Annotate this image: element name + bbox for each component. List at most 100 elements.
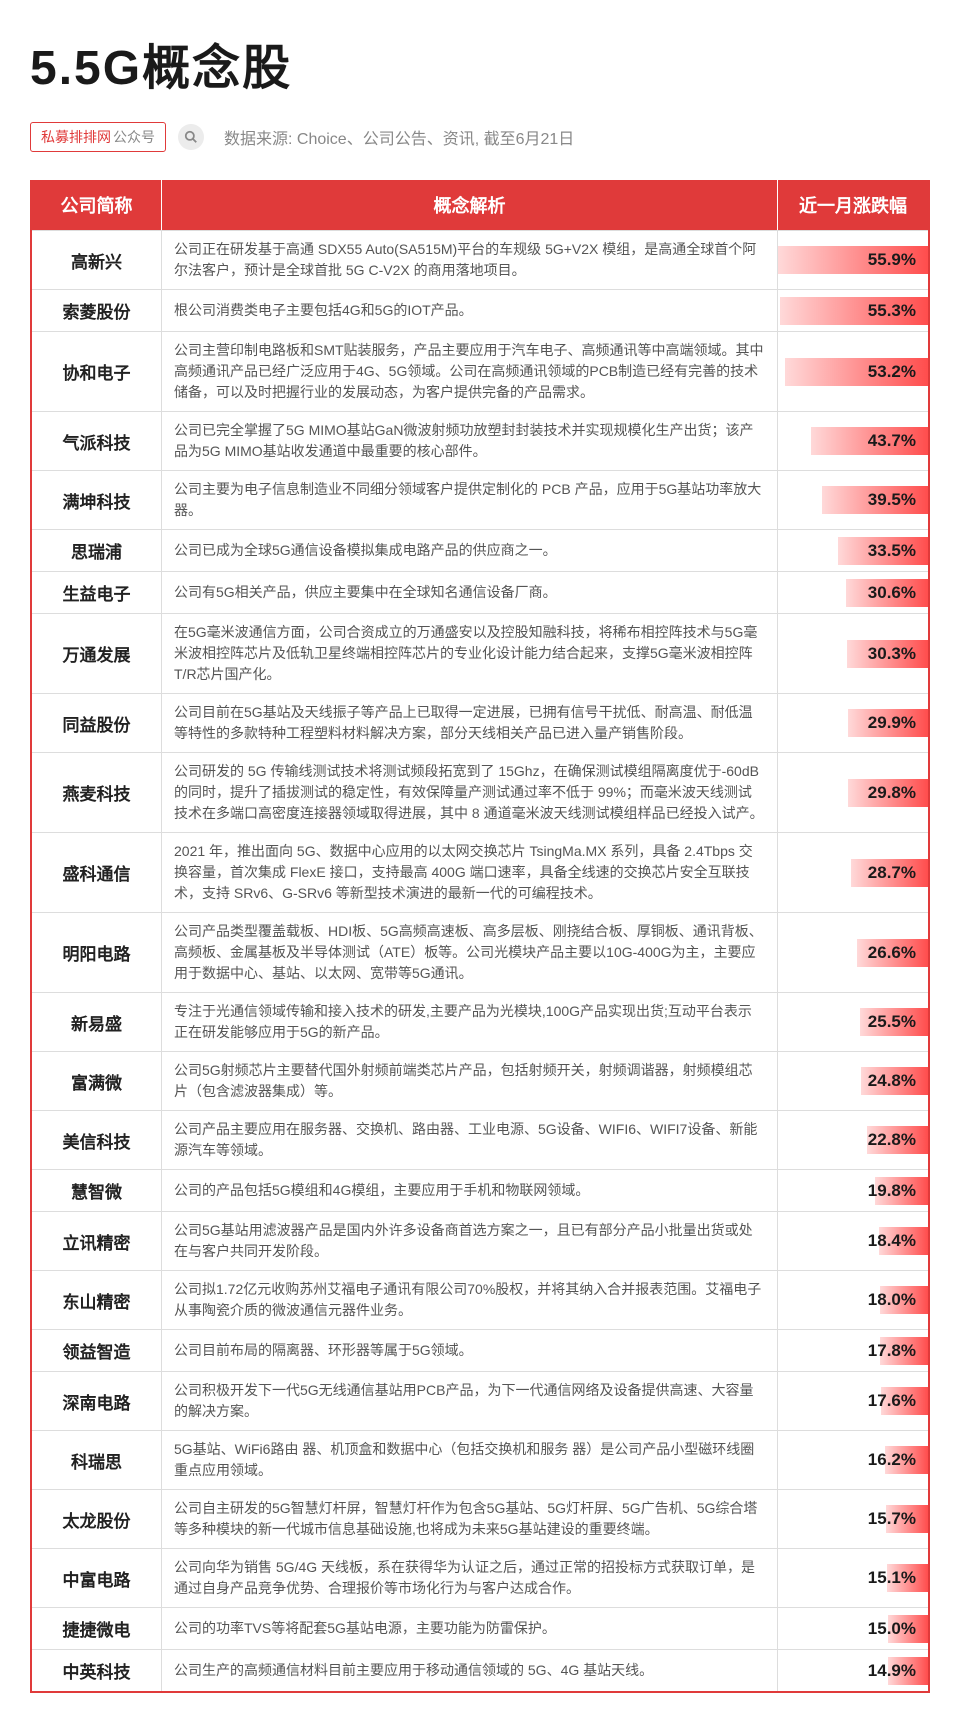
company-name: 中英科技 (32, 1650, 162, 1691)
col-header-pct: 近一月涨跌幅 (778, 180, 928, 230)
company-name: 中富电路 (32, 1549, 162, 1607)
company-name: 捷捷微电 (32, 1608, 162, 1649)
table-row: 气派科技公司已完全掌握了5G MIMO基站GaN微波射频功放塑封封装技术并实现规… (32, 411, 928, 470)
col-header-name: 公司简称 (32, 180, 162, 230)
table-row: 科瑞思5G基站、WiFi6路由 器、机顶盒和数据中心（包括交换机和服务 器）是公… (32, 1430, 928, 1489)
concept-description: 公司5G基站用滤波器产品是国内外许多设备商首选方案之一，且已有部分产品小批量出货… (162, 1212, 778, 1270)
concept-description: 公司的产品包括5G模组和4G模组，主要应用于手机和物联网领域。 (162, 1170, 778, 1211)
pct-label: 24.8% (868, 1071, 928, 1091)
pct-label: 53.2% (868, 362, 928, 382)
pct-cell: 15.1% (778, 1549, 928, 1607)
pct-cell: 26.6% (778, 913, 928, 992)
concept-description: 公司向华为销售 5G/4G 天线板，系在获得华为认证之后，通过正常的招投标方式获… (162, 1549, 778, 1607)
page-container: 5.5G概念股 私募排排网 公众号 数据来源: Choice、公司公告、资讯, … (0, 0, 960, 1733)
pct-label: 22.8% (868, 1130, 928, 1150)
tag-gray-text: 公众号 (113, 127, 155, 147)
table-row: 思瑞浦公司已成为全球5G通信设备模拟集成电路产品的供应商之一。 33.5% (32, 529, 928, 571)
table-row: 东山精密公司拟1.72亿元收购苏州艾福电子通讯有限公司70%股权，并将其纳入合并… (32, 1270, 928, 1329)
pct-cell: 22.8% (778, 1111, 928, 1169)
pct-cell: 15.0% (778, 1608, 928, 1649)
company-name: 气派科技 (32, 412, 162, 470)
pct-cell: 29.8% (778, 753, 928, 832)
table-row: 领益智造公司目前布局的隔离器、环形器等属于5G领域。17.8% (32, 1329, 928, 1371)
table-row: 立讯精密公司5G基站用滤波器产品是国内外许多设备商首选方案之一，且已有部分产品小… (32, 1211, 928, 1270)
table-body: 高新兴公司正在研发基于高通 SDX55 Auto(SA515M)平台的车规级 5… (32, 230, 928, 1691)
company-name: 领益智造 (32, 1330, 162, 1371)
company-name: 深南电路 (32, 1372, 162, 1430)
pct-cell: 17.8% (778, 1330, 928, 1371)
pct-cell: 55.9% (778, 231, 928, 289)
table-row: 索菱股份根公司消费类电子主要包括4G和5G的IOT产品。 55.3% (32, 289, 928, 331)
source-tag[interactable]: 私募排排网 公众号 (30, 122, 166, 152)
concept-description: 公司产品类型覆盖载板、HDI板、5G高频高速板、高多层板、刚挠结合板、厚铜板、通… (162, 913, 778, 992)
pct-label: 29.8% (868, 783, 928, 803)
pct-label: 15.7% (868, 1509, 928, 1529)
pct-cell: 15.7% (778, 1490, 928, 1548)
table-row: 新易盛专注于光通信领域传输和接入技术的研发,主要产品为光模块,100G产品实现出… (32, 992, 928, 1051)
pct-label: 14.9% (868, 1661, 928, 1681)
pct-cell: 29.9% (778, 694, 928, 752)
company-name: 高新兴 (32, 231, 162, 289)
company-name: 索菱股份 (32, 290, 162, 331)
table-row: 燕麦科技公司研发的 5G 传输线测试技术将测试频段拓宽到了 15Ghz，在确保测… (32, 752, 928, 832)
pct-cell: 53.2% (778, 332, 928, 411)
company-name: 明阳电路 (32, 913, 162, 992)
pct-label: 55.9% (868, 250, 928, 270)
col-header-desc: 概念解析 (162, 180, 778, 230)
pct-label: 39.5% (868, 490, 928, 510)
pct-cell: 19.8% (778, 1170, 928, 1211)
pct-label: 29.9% (868, 713, 928, 733)
table-header: 公司简称 概念解析 近一月涨跌幅 (32, 180, 928, 230)
company-name: 美信科技 (32, 1111, 162, 1169)
pct-cell: 30.3% (778, 614, 928, 693)
pct-cell: 25.5% (778, 993, 928, 1051)
concept-description: 公司积极开发下一代5G无线通信基站用PCB产品，为下一代通信网络及设备提供高速、… (162, 1372, 778, 1430)
data-source-text: 数据来源: Choice、公司公告、资讯, 截至6月21日 (224, 125, 574, 149)
pct-label: 16.2% (868, 1450, 928, 1470)
concept-description: 公司研发的 5G 传输线测试技术将测试频段拓宽到了 15Ghz，在确保测试模组隔… (162, 753, 778, 832)
concept-description: 公司已成为全球5G通信设备模拟集成电路产品的供应商之一。 (162, 530, 778, 571)
pct-cell: 33.5% (778, 530, 928, 571)
table-row: 美信科技公司产品主要应用在服务器、交换机、路由器、工业电源、5G设备、WIFI6… (32, 1110, 928, 1169)
page-title: 5.5G概念股 (30, 28, 930, 98)
search-icon[interactable] (178, 124, 204, 150)
company-name: 生益电子 (32, 572, 162, 613)
stock-table: 公司简称 概念解析 近一月涨跌幅 高新兴公司正在研发基于高通 SDX55 Aut… (30, 180, 930, 1693)
company-name: 慧智微 (32, 1170, 162, 1211)
pct-cell: 55.3% (778, 290, 928, 331)
company-name: 思瑞浦 (32, 530, 162, 571)
concept-description: 根公司消费类电子主要包括4G和5G的IOT产品。 (162, 290, 778, 331)
pct-cell: 39.5% (778, 471, 928, 529)
concept-description: 5G基站、WiFi6路由 器、机顶盒和数据中心（包括交换机和服务 器）是公司产品… (162, 1431, 778, 1489)
company-name: 协和电子 (32, 332, 162, 411)
company-name: 立讯精密 (32, 1212, 162, 1270)
company-name: 盛科通信 (32, 833, 162, 912)
pct-label: 15.0% (868, 1619, 928, 1639)
company-name: 科瑞思 (32, 1431, 162, 1489)
pct-cell: 28.7% (778, 833, 928, 912)
pct-label: 43.7% (868, 431, 928, 451)
table-row: 明阳电路公司产品类型覆盖载板、HDI板、5G高频高速板、高多层板、刚挠结合板、厚… (32, 912, 928, 992)
pct-label: 33.5% (868, 541, 928, 561)
table-row: 同益股份公司目前在5G基站及天线振子等产品上已取得一定进展，已拥有信号干扰低、耐… (32, 693, 928, 752)
table-row: 太龙股份公司自主研发的5G智慧灯杆屏，智慧灯杆作为包含5G基站、5G灯杆屏、5G… (32, 1489, 928, 1548)
pct-label: 30.6% (868, 583, 928, 603)
table-row: 万通发展在5G毫米波通信方面，公司合资成立的万通盛安以及控股知融科技，将稀布相控… (32, 613, 928, 693)
pct-cell: 18.0% (778, 1271, 928, 1329)
table-row: 中英科技公司生产的高频通信材料目前主要应用于移动通信领域的 5G、4G 基站天线… (32, 1649, 928, 1691)
company-name: 万通发展 (32, 614, 162, 693)
pct-label: 26.6% (868, 943, 928, 963)
pct-label: 55.3% (868, 301, 928, 321)
company-name: 同益股份 (32, 694, 162, 752)
concept-description: 公司主营印制电路板和SMT贴装服务，产品主要应用于汽车电子、高频通讯等中高端领域… (162, 332, 778, 411)
pct-label: 25.5% (868, 1012, 928, 1032)
concept-description: 公司已完全掌握了5G MIMO基站GaN微波射频功放塑封封装技术并实现规模化生产… (162, 412, 778, 470)
concept-description: 公司自主研发的5G智慧灯杆屏，智慧灯杆作为包含5G基站、5G灯杆屏、5G广告机、… (162, 1490, 778, 1548)
table-row: 满坤科技公司主要为电子信息制造业不同细分领域客户提供定制化的 PCB 产品，应用… (32, 470, 928, 529)
pct-cell: 24.8% (778, 1052, 928, 1110)
concept-description: 公司目前布局的隔离器、环形器等属于5G领域。 (162, 1330, 778, 1371)
concept-description: 公司有5G相关产品，供应主要集中在全球知名通信设备厂商。 (162, 572, 778, 613)
pct-label: 19.8% (868, 1181, 928, 1201)
table-row: 高新兴公司正在研发基于高通 SDX55 Auto(SA515M)平台的车规级 5… (32, 230, 928, 289)
table-row: 捷捷微电公司的功率TVS等将配套5G基站电源，主要功能为防雷保护。15.0% (32, 1607, 928, 1649)
